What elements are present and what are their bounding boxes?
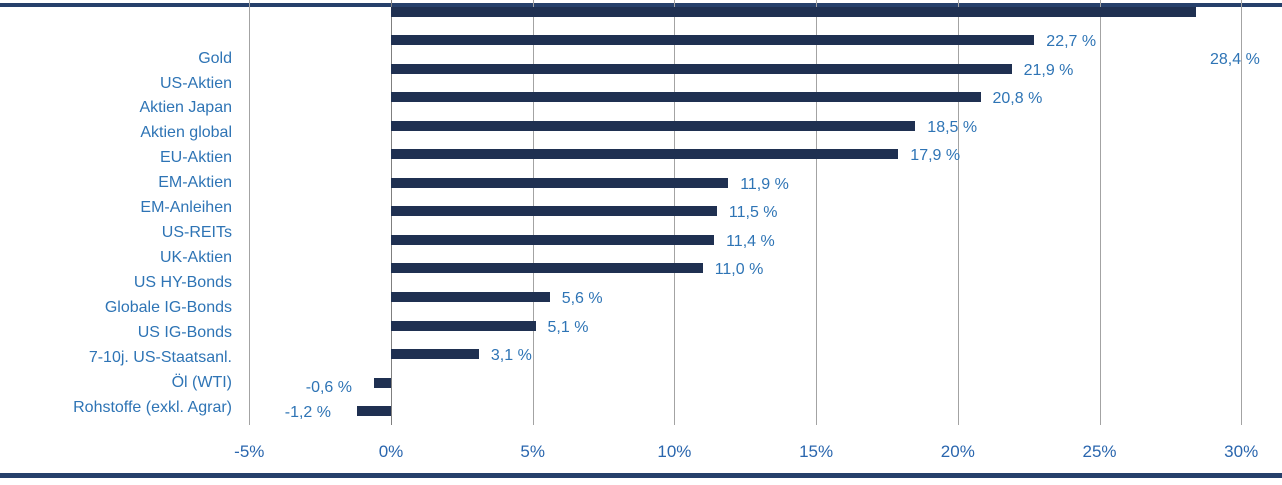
value-label: 28,4 % (1210, 51, 1260, 68)
gridline (249, 0, 251, 425)
bar (391, 320, 536, 331)
bar (391, 120, 916, 131)
bar (391, 234, 715, 245)
value-label: 5,1 % (547, 318, 589, 336)
value-label: -0,6 % (305, 378, 352, 396)
axis-tick-label: 0% (378, 442, 404, 461)
category-label: EU-Aktien (159, 149, 232, 167)
gridline (816, 0, 818, 425)
bar (391, 206, 717, 217)
category-label: 7-10j. US-Staatsanl. (88, 348, 232, 366)
axis-tick-label: 30% (1224, 442, 1259, 461)
value-label: 20,8 % (992, 90, 1043, 108)
category-label: US IG-Bonds (137, 323, 232, 341)
top-border-rule (0, 3, 1282, 7)
category-label: US-REITs (161, 224, 232, 242)
value-label: 11,9 % (740, 175, 789, 193)
gridline (1099, 0, 1101, 425)
value-label: 3,1 % (490, 347, 532, 365)
category-label: EM-Aktien (158, 174, 232, 192)
value-label: 5,6 % (561, 290, 603, 307)
value-label: 11,4 % (726, 232, 775, 250)
value-label: 11,0 % (714, 261, 764, 279)
bar (391, 177, 729, 188)
bar (391, 292, 550, 302)
bar (391, 149, 899, 160)
bar (391, 63, 1012, 74)
category-label: EM-Anleihen (140, 199, 232, 217)
bar (357, 406, 391, 417)
category-label: Öl (WTI) (171, 373, 232, 391)
axis-tick-label: 25% (1082, 442, 1117, 461)
bar (391, 92, 981, 103)
category-label: Aktien Japan (139, 99, 232, 117)
bar (374, 377, 391, 388)
value-label: 21,9 % (1023, 61, 1074, 79)
gridline (957, 0, 959, 425)
category-label: US HY-Bonds (133, 274, 232, 291)
bar (391, 349, 479, 360)
category-label: Aktien global (140, 124, 232, 142)
category-label: Gold (198, 49, 232, 67)
value-label: 18,5 % (927, 118, 978, 136)
category-label: US-Aktien (159, 74, 232, 92)
value-label: -1,2 % (284, 404, 331, 422)
axis-tick-label: 5% (520, 442, 545, 461)
category-label: Rohstoffe (exkl. Agrar) (73, 398, 232, 416)
value-label: 17,9 % (910, 147, 961, 165)
category-label: UK-Aktien (159, 249, 232, 267)
category-label: Globale IG-Bonds (104, 299, 232, 316)
axis-tick-label: 20% (940, 442, 975, 461)
bar (391, 35, 1035, 45)
axis-tick-label: 15% (799, 442, 834, 461)
gridline (1241, 0, 1243, 425)
value-label: 22,7 % (1046, 33, 1097, 50)
bar (391, 6, 1196, 17)
axis-tick-label: -5% (234, 442, 265, 461)
value-label: 11,5 % (728, 204, 778, 222)
axis-tick-label: 10% (657, 442, 692, 461)
bar (391, 263, 703, 274)
bottom-border-rule (0, 473, 1282, 478)
